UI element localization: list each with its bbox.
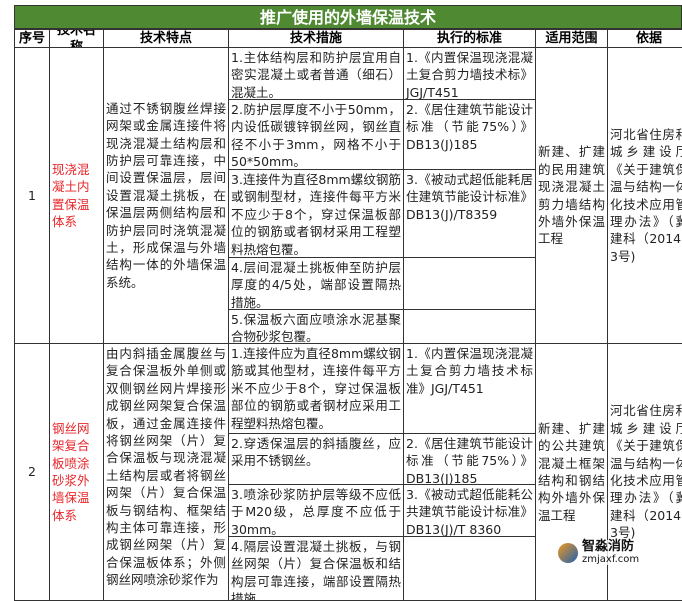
watermark: 智淼消防 zmjaxf.com — [558, 539, 640, 565]
standard-item — [403, 257, 536, 310]
measure-item: 1.连接件应为直径8mm螺纹钢筋或其他型材，连接件每平方米不应少于8个，穿过保温… — [228, 343, 404, 434]
technology-feature-text: 通过不锈钢腹丝焊接网架或金属连接件将现浇混凝土结构层和防护层可靠连接，中间设置保… — [106, 100, 226, 290]
watermark-logo-icon — [558, 542, 578, 563]
watermark-url: zmjaxf.com — [582, 554, 640, 565]
application-scope-text: 新建、扩建的民用建筑现浇混凝土剪力墙结构外墙外保温工程 — [538, 144, 605, 247]
header-standards-text: 执行的标准 — [436, 31, 502, 46]
measure-item-text: 3.喷涂砂浆防护层等级不应低于M20级，总厚度不应低于30mm。 — [231, 487, 401, 537]
basis: 河北省住房和城乡建设厅《关于建筑保温与结构一体化技术应用管理办法》（冀建科（20… — [607, 47, 682, 344]
measure-item: 4.层间混凝土挑板伸至防护层厚度的4/5处，端部设置隔热措施。 — [228, 257, 404, 310]
header-feature-text: 技术特点 — [139, 31, 192, 46]
measure-item: 2.穿透保温层的斜插腹丝，应采用不锈钢丝。 — [228, 433, 404, 485]
header-standards: 执行的标准 — [403, 29, 536, 48]
measure-item-text: 4.隔层设置混凝土挑板，与钢丝网架（片）复合保温板和结构层可靠连接，端部设置隔热… — [231, 539, 401, 601]
row-number-text: 1 — [28, 187, 36, 203]
header-name: 技术名称 — [49, 29, 104, 48]
standard-item: 1.《内置保温现浇混凝土复合剪力墙技术标》JGJ/T451 — [403, 47, 536, 100]
measure-item-text: 1.主体结构层和防护层宜用自密实混凝土或者普通（细石）混凝土。 — [231, 50, 401, 100]
measure-item: 2.防护层厚度不小于50mm，内设低碳镀锌钢丝网，钢丝直径不小于3mm，网格不小… — [228, 99, 404, 170]
measure-item-text: 4.层间混凝土挑板伸至防护层厚度的4/5处，端部设置隔热措施。 — [231, 260, 401, 310]
basis-text: 河北省住房和城乡建设厅《关于建筑保温与结构一体化技术应用管理办法》（冀建科（20… — [610, 126, 682, 264]
technology-name: 钢丝网架复合板喷涂砂浆外墙保温体系 — [49, 343, 104, 601]
technology-name-text: 钢丝网架复合板喷涂砂浆外墙保温体系 — [52, 420, 90, 523]
standard-item-text: 2.《居住建筑节能设计标准（节能75%）》DB13(J)185 — [406, 102, 533, 152]
basis: 河北省住房和城乡建设厅《关于建筑保温与结构一体化技术应用管理办法》（冀建科（20… — [607, 343, 682, 601]
measure-item: 1.主体结构层和防护层宜用自密实混凝土或者普通（细石）混凝土。 — [228, 47, 404, 100]
measure-item-text: 2.防护层厚度不小于50mm，内设低碳镀锌钢丝网，钢丝直径不小于3mm，网格不小… — [231, 102, 401, 170]
standard-item-text: 1.《内置保温现浇混凝土复合剪力墙技术标准》JGJ/T451 — [406, 346, 533, 396]
standard-item: 2.《居住建筑节能设计标准（节能75%）》DB13(J)185 — [403, 433, 536, 485]
standard-item-text: 3.《被动式超低能耗居住建筑节能设计标准》DB13(J)/T8359 — [406, 172, 533, 222]
application-scope: 新建、扩建的民用建筑现浇混凝土剪力墙结构外墙外保温工程 — [535, 47, 608, 344]
measure-item-text: 5.保温板六面应喷涂水泥基聚合物砂浆包覆。 — [231, 312, 401, 344]
watermark-name: 智淼消防 — [582, 539, 635, 554]
measure-item-text: 2.穿透保温层的斜插腹丝，应采用不锈钢丝。 — [231, 436, 401, 469]
header-basis: 依据 — [607, 29, 682, 48]
measure-item: 4.隔层设置混凝土挑板，与钢丝网架（片）复合保温板和结构层可靠连接，端部设置隔热… — [228, 536, 404, 601]
standard-item: 3.《被动式超低能耗居住建筑节能设计标准》DB13(J)/T8359 — [403, 169, 536, 258]
row-number: 1 — [14, 47, 50, 344]
measure-item: 3.连接件为直径8mm螺纹钢筋或钢制型材，连接件每平方米不应少于8个，穿过保温板… — [228, 169, 404, 258]
standard-item — [403, 536, 536, 601]
header-scope-text: 适用范围 — [545, 31, 598, 46]
standard-item: 2.《居住建筑节能设计标准（节能75%）》DB13(J)185 — [403, 99, 536, 170]
standard-item-text: 1.《内置保温现浇混凝土复合剪力墙技术标》JGJ/T451 — [406, 50, 533, 100]
header-scope: 适用范围 — [535, 29, 608, 48]
standard-item: 3.《被动式超低能耗公共建筑节能设计标准》DB13(J)/T 8360 — [403, 484, 536, 537]
application-scope-text: 新建、扩建的公共建筑混凝土框架结构和钢结构外墙外保温工程 — [538, 420, 605, 523]
standard-item-text: 2.《居住建筑节能设计标准（节能75%）》DB13(J)185 — [406, 436, 533, 485]
header-no-text: 序号 — [18, 31, 45, 46]
measure-item-text: 1.连接件应为直径8mm螺纹钢筋或其他型材，连接件每平方米不应少于8个，穿过保温… — [231, 346, 401, 431]
header-feature: 技术特点 — [103, 29, 229, 48]
technology-feature-text: 由内斜插金属腹丝与复合保温板外单侧或双侧钢丝网片焊接形成钢丝网架复合保温板，通过… — [106, 346, 226, 588]
row-number: 2 — [14, 343, 50, 601]
header-name-text: 技术名称 — [56, 29, 96, 48]
standard-item — [403, 309, 536, 344]
basis-text: 河北省住房和城乡建设厅《关于建筑保温与结构一体化技术应用管理办法》（冀建科（20… — [610, 403, 682, 541]
header-measures: 技术措施 — [228, 29, 404, 48]
header-no: 序号 — [14, 29, 50, 48]
table-title: 推广使用的外墙保温技术 — [14, 5, 682, 29]
measure-item-text: 3.连接件为直径8mm螺纹钢筋或钢制型材，连接件每平方米不应少于8个，穿过保温板… — [231, 172, 401, 257]
row-number-text: 2 — [28, 464, 36, 480]
measure-item: 5.保温板六面应喷涂水泥基聚合物砂浆包覆。 — [228, 309, 404, 344]
technology-name-text: 现浇混凝土内置保温体系 — [52, 161, 90, 229]
technology-feature: 通过不锈钢腹丝焊接网架或金属连接件将现浇混凝土结构层和防护层可靠连接，中间设置保… — [103, 47, 229, 344]
measure-item: 3.喷涂砂浆防护层等级不应低于M20级，总厚度不应低于30mm。 — [228, 484, 404, 537]
standard-item: 1.《内置保温现浇混凝土复合剪力墙技术标准》JGJ/T451 — [403, 343, 536, 434]
standard-item-text: 3.《被动式超低能耗公共建筑节能设计标准》DB13(J)/T 8360 — [406, 487, 533, 537]
technology-name: 现浇混凝土内置保温体系 — [49, 47, 104, 344]
header-basis-text: 依据 — [635, 31, 662, 46]
technology-feature: 由内斜插金属腹丝与复合保温板外单侧或双侧钢丝网片焊接形成钢丝网架复合保温板，通过… — [103, 343, 229, 601]
header-measures-text: 技术措施 — [289, 31, 342, 46]
